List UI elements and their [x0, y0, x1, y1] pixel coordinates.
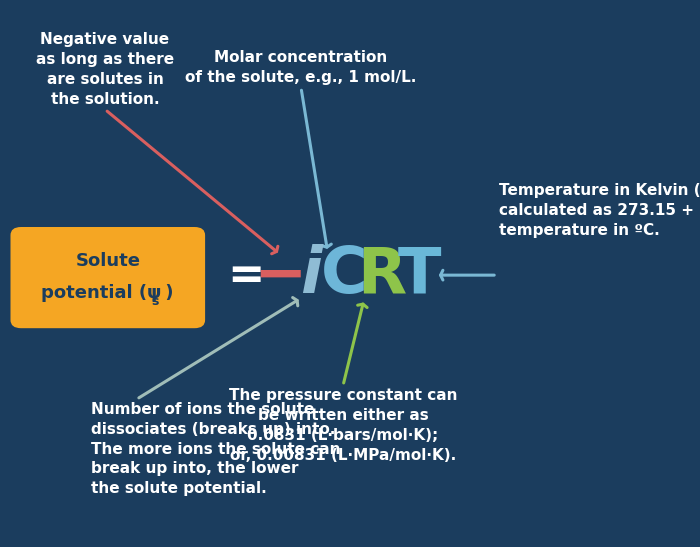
- Text: potential (ψ: potential (ψ: [41, 284, 161, 302]
- Text: C: C: [321, 244, 368, 306]
- Text: −: −: [253, 244, 307, 306]
- Text: Negative value
as long as there
are solutes in
the solution.: Negative value as long as there are solu…: [36, 32, 174, 107]
- Text: R: R: [357, 244, 406, 306]
- Text: Solute: Solute: [76, 252, 140, 270]
- Text: Molar concentration
of the solute, e.g., 1 mol/L.: Molar concentration of the solute, e.g.,…: [186, 50, 416, 85]
- Text: i: i: [300, 244, 322, 306]
- Text: Temperature in Kelvin (K),
calculated as 273.15 +
temperature in ºC.: Temperature in Kelvin (K), calculated as…: [499, 183, 700, 238]
- FancyBboxPatch shape: [10, 227, 205, 328]
- Text: =: =: [228, 254, 265, 296]
- Text: The pressure constant can
be written either as
0.0831 (L·bars/mol·K);
or, 0.0083: The pressure constant can be written eit…: [229, 388, 457, 463]
- Text: T: T: [398, 244, 442, 306]
- Text: Number of ions the solute
dissociates (breaks up) into.
The more ions the solute: Number of ions the solute dissociates (b…: [91, 402, 340, 496]
- Text: ): ): [159, 284, 174, 302]
- Text: s: s: [151, 295, 159, 307]
